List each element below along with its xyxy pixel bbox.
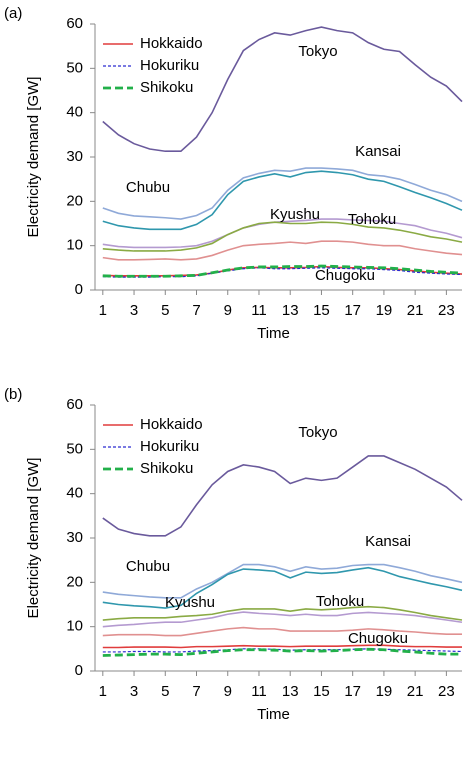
x-tick-label: 13 (282, 302, 299, 319)
series-line (102, 218, 463, 249)
x-tick-label: 1 (99, 302, 107, 319)
x-tick-label: 19 (376, 302, 393, 319)
series-line (102, 566, 463, 609)
x-tick-label: 11 (251, 683, 267, 700)
legend-label: Hokuriku (140, 57, 199, 74)
series-line (102, 240, 463, 261)
y-tick-label: 0 (75, 662, 83, 679)
series-line (102, 611, 463, 628)
x-tick-label: 17 (344, 683, 361, 700)
series-label: Tokyo (298, 43, 337, 60)
series-line (102, 167, 463, 220)
series-label: Chubu (126, 558, 170, 575)
series-line (102, 626, 462, 637)
x-tick-label: 23 (438, 302, 455, 319)
y-tick-label: 20 (66, 192, 83, 209)
series-label: Kyushu (270, 206, 320, 223)
x-tick-label: 19 (376, 683, 393, 700)
legend-label: Shikoku (140, 460, 193, 477)
y-tick-label: 40 (66, 104, 83, 121)
x-tick-label: 7 (192, 683, 200, 700)
y-tick-label: 0 (75, 281, 83, 298)
series-label: Tohoku (348, 211, 396, 228)
y-axis-label: Electricity demand [GW] (25, 458, 42, 619)
panel-label: (b) (4, 386, 22, 403)
series-line (102, 455, 463, 537)
x-tick-label: 3 (130, 683, 138, 700)
y-tick-label: 30 (66, 529, 83, 546)
y-tick-label: 40 (66, 485, 83, 502)
x-tick-label: 5 (161, 683, 169, 700)
x-tick-label: 9 (224, 302, 232, 319)
x-tick-label: 21 (407, 302, 424, 319)
y-tick-label: 60 (66, 15, 83, 32)
x-tick-label: 15 (313, 683, 330, 700)
series-label: Kansai (355, 143, 401, 160)
y-tick-label: 30 (66, 148, 83, 165)
series-line (102, 26, 463, 153)
series-line (102, 647, 462, 657)
x-tick-label: 13 (282, 683, 299, 700)
y-tick-label: 60 (66, 396, 83, 413)
series-line (102, 563, 463, 599)
x-tick-label: 5 (161, 302, 169, 319)
legend-label: Hokkaido (140, 416, 203, 433)
series-line (102, 170, 463, 231)
legend-label: Hokkaido (140, 35, 203, 52)
x-axis-label: Time (257, 325, 290, 342)
y-tick-label: 10 (66, 618, 83, 635)
series-label: Chugoku (315, 267, 375, 284)
y-tick-label: 50 (66, 59, 83, 76)
series-label: Kyushu (165, 594, 215, 611)
series-label: Chugoku (348, 630, 408, 647)
series-line (102, 264, 463, 278)
series-line (102, 605, 463, 621)
x-tick-label: 15 (313, 302, 330, 319)
x-tick-label: 17 (344, 302, 361, 319)
series-label: Tohoku (316, 593, 364, 610)
panel-label: (a) (4, 5, 22, 22)
x-tick-label: 11 (251, 302, 267, 319)
series-line (102, 221, 463, 252)
legend-label: Hokuriku (140, 438, 199, 455)
x-tick-label: 1 (99, 683, 107, 700)
series-label: Tokyo (298, 424, 337, 441)
x-tick-label: 23 (438, 683, 455, 700)
series-line (102, 644, 462, 649)
legend-label: Shikoku (140, 79, 193, 96)
y-tick-label: 50 (66, 440, 83, 457)
x-tick-label: 21 (407, 683, 424, 700)
series-line (102, 267, 463, 278)
x-tick-label: 7 (192, 302, 200, 319)
x-tick-label: 9 (224, 683, 232, 700)
y-tick-label: 10 (66, 237, 83, 254)
y-axis-label: Electricity demand [GW] (25, 77, 42, 238)
x-axis-label: Time (257, 706, 290, 723)
y-tick-label: 20 (66, 573, 83, 590)
x-tick-label: 3 (130, 302, 138, 319)
series-label: Chubu (126, 179, 170, 196)
series-label: Kansai (365, 533, 411, 550)
